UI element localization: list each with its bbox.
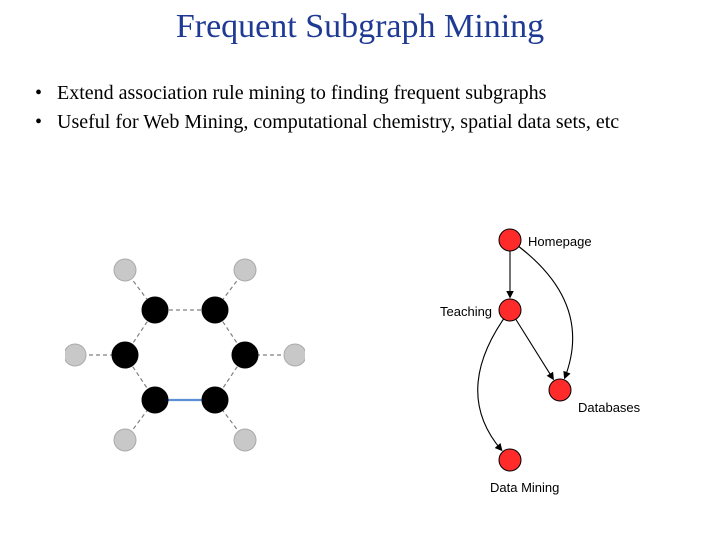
web-svg (420, 220, 680, 510)
node-label: Data Mining (490, 480, 559, 495)
graph-node (142, 297, 168, 323)
graph-node (65, 344, 86, 366)
graph-node (499, 229, 521, 251)
bullet-text: Useful for Web Mining, computational che… (57, 109, 685, 136)
molecule-svg (65, 250, 305, 460)
graph-node (549, 379, 571, 401)
list-item: • Useful for Web Mining, computational c… (35, 109, 685, 136)
graph-node (284, 344, 305, 366)
graph-node (202, 297, 228, 323)
node-label: Teaching (440, 304, 492, 319)
graph-node (142, 387, 168, 413)
graph-node (202, 387, 228, 413)
graph-node (234, 259, 256, 281)
slide: Frequent Subgraph Mining • Extend associ… (0, 0, 720, 540)
graph-edge (478, 310, 510, 450)
bullet-dot: • (35, 109, 57, 136)
node-label: Databases (578, 400, 640, 415)
graph-node (234, 429, 256, 451)
graph-node (232, 342, 258, 368)
graph-node (499, 449, 521, 471)
list-item: • Extend association rule mining to find… (35, 80, 685, 107)
page-title: Frequent Subgraph Mining (0, 8, 720, 46)
web-graph: Homepage Teaching Databases Data Mining (420, 220, 680, 510)
bullet-text: Extend association rule mining to findin… (57, 80, 685, 107)
graph-node (499, 299, 521, 321)
graph-edge (510, 310, 553, 379)
graph-node (112, 342, 138, 368)
molecule-graph (65, 250, 305, 460)
node-label: Homepage (528, 234, 592, 249)
bullet-dot: • (35, 80, 57, 107)
graph-node (114, 259, 136, 281)
graph-node (114, 429, 136, 451)
bullet-list: • Extend association rule mining to find… (35, 80, 685, 138)
